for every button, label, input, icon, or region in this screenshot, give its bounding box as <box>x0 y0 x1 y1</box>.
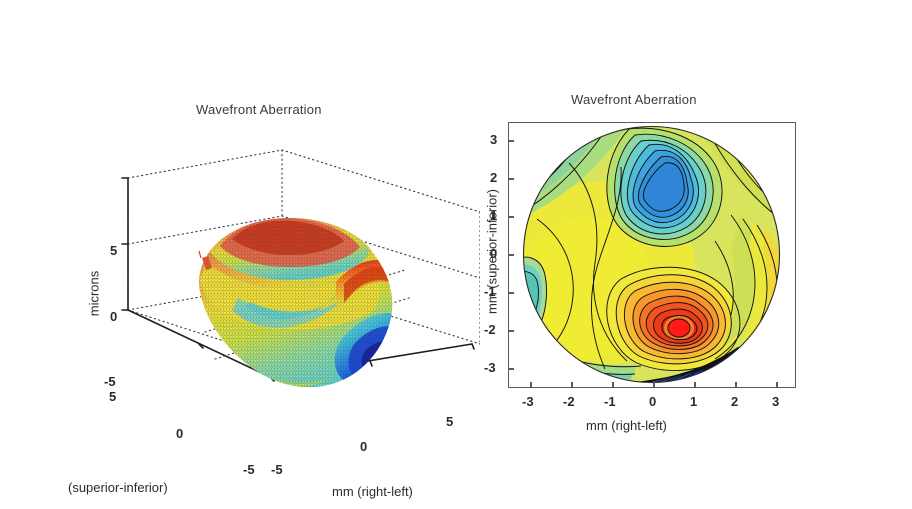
contour-x-tick-3: 3 <box>772 394 780 409</box>
surface-3d-canvas <box>121 149 480 388</box>
surface-3d-panel: Wavefront Aberration <box>60 84 480 499</box>
contour-y-tick-2: 2 <box>490 170 498 185</box>
contour-y-tick-m1: -1 <box>484 284 496 299</box>
x-tick-minus-5: -5 <box>271 462 283 477</box>
contour-x-tick-1: 1 <box>690 394 698 409</box>
contour-y-axis-label: mm (superior-inferior) <box>484 189 500 314</box>
z-tick-0: 0 <box>110 309 118 324</box>
y-tick-minus-5: -5 <box>243 462 255 477</box>
x-tick-mark-0 <box>653 382 655 387</box>
x-tick-mark-2 <box>735 382 737 387</box>
contour-title: Wavefront Aberration <box>571 92 697 107</box>
y-tick-mark-3 <box>509 140 514 142</box>
x-tick-0: 0 <box>360 439 368 454</box>
y-tick-mark-2 <box>509 178 514 180</box>
x-tick-mark-m3 <box>530 382 532 387</box>
contour-x-tick-2: 2 <box>731 394 739 409</box>
x-tick-mark-3 <box>776 382 778 387</box>
y-axis-label: (superior-inferior) <box>68 480 168 495</box>
y-tick-mark-m1 <box>509 292 514 294</box>
contour-y-tick-3: 3 <box>490 132 498 147</box>
pupil-boundary <box>522 125 781 384</box>
contour-bands <box>523 126 780 383</box>
contour-x-tick-m3: -3 <box>522 394 534 409</box>
y-tick-mark-0 <box>509 254 514 256</box>
contour-x-axis-label: mm (right-left) <box>586 418 667 433</box>
surface-edge-spike-tip <box>198 250 202 259</box>
y-tick-mark-m3 <box>509 368 514 370</box>
y-tick-mark-m2 <box>509 330 514 332</box>
wavefront-surface-mesh <box>199 217 393 388</box>
contour-y-tick-m3: -3 <box>484 360 496 375</box>
contour-panel: Wavefront Aberration <box>460 80 900 440</box>
contour-x-tick-0: 0 <box>649 394 657 409</box>
x-tick-5: 5 <box>446 414 454 429</box>
x-tick-mark-m1 <box>612 382 614 387</box>
y-tick-0: 0 <box>176 426 184 441</box>
surface-3d-title: Wavefront Aberration <box>196 102 322 117</box>
contour-x-tick-m2: -2 <box>563 394 575 409</box>
y-tick-mark-1 <box>509 216 514 218</box>
contour-x-tick-m1: -1 <box>604 394 616 409</box>
x-axis-label: mm (right-left) <box>332 484 413 499</box>
contour-canvas <box>522 125 781 384</box>
y-tick-5: 5 <box>109 389 117 404</box>
z-tick-minus-5: -5 <box>104 374 116 389</box>
surface-edge-spike <box>202 256 212 270</box>
x-tick-mark-1 <box>694 382 696 387</box>
x-tick-mark-m2 <box>571 382 573 387</box>
z-axis-label: microns <box>86 270 102 317</box>
z-tick-5: 5 <box>110 243 118 258</box>
contour-axes-box <box>508 122 796 388</box>
contour-y-tick-1: 1 <box>490 208 498 223</box>
contour-y-tick-0: 0 <box>490 246 498 261</box>
contour-y-tick-m2: -2 <box>484 322 496 337</box>
